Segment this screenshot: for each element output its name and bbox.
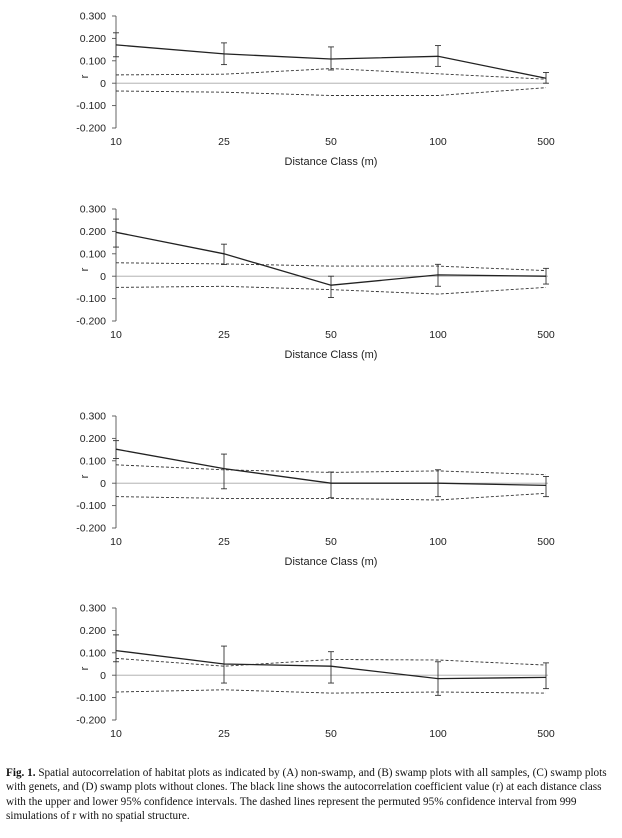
panel-1-r-line — [115, 44, 547, 79]
panel-3-y-axis-label: r — [79, 474, 91, 478]
panel-4-ytick-label: 0 — [100, 670, 106, 682]
panel-2-ytick-label: 0.200 — [80, 226, 106, 238]
panel-4-ytick-label: -0.100 — [76, 692, 106, 704]
panel-3-xtick-label: 500 — [537, 536, 555, 548]
panel-4-xtick-label: 100 — [429, 728, 447, 740]
panel-4-ytick-label: 0.100 — [80, 647, 106, 659]
panel-2-xtick-label: 50 — [325, 329, 337, 341]
panel-3-ytick-label: -0.200 — [76, 523, 106, 535]
panel-4-r-line — [115, 649, 547, 680]
panel-3-ytick-label: 0.100 — [80, 455, 106, 467]
panel-2-upper-envelope-line — [115, 262, 547, 272]
panel-4-ytick-label: 0.300 — [80, 603, 106, 615]
panel-1-xtick-label: 10 — [110, 136, 122, 148]
panel-2-xtick-label: 500 — [537, 329, 555, 341]
panel-1-y-axis-label: r — [79, 74, 91, 78]
panel-2-r-line — [115, 231, 547, 286]
panel-3-lower-envelope-line — [115, 492, 547, 501]
panel-2-ytick-label: 0.300 — [80, 204, 106, 216]
panel-2-x-axis-label: Distance Class (m) — [285, 349, 378, 361]
panel-3-ytick-label: 0 — [100, 478, 106, 490]
panel-4-xtick-label: 50 — [325, 728, 337, 740]
panel-4-y-axis-label: r — [79, 666, 91, 670]
panel-1-ytick-label: -0.100 — [76, 100, 106, 112]
panel-2-xtick-label: 25 — [218, 329, 230, 341]
panel-3-ytick-label: 0.300 — [80, 411, 106, 423]
panel-1-xtick-label: 500 — [537, 136, 555, 148]
panel-4-xtick-label: 25 — [218, 728, 230, 740]
caption-label: Fig. 1. — [6, 767, 36, 779]
panel-2-xtick-label: 100 — [429, 329, 447, 341]
panel-1-xtick-label: 25 — [218, 136, 230, 148]
panel-3-r-line — [115, 448, 547, 487]
figure-caption: Fig. 1. Spatial autocorrelation of habit… — [6, 766, 616, 824]
panel-4-xtick-label: 500 — [537, 728, 555, 740]
panel-1-ytick-label: 0 — [100, 78, 106, 90]
panel-4-lower-envelope-line — [115, 689, 547, 694]
panel-4-ytick-label: -0.200 — [76, 715, 106, 727]
panel-2-xtick-label: 10 — [110, 329, 122, 341]
panel-2-y-axis-label: r — [79, 267, 91, 271]
panel-1-xtick-label: 100 — [429, 136, 447, 148]
caption-text: Spatial autocorrelation of habitat plots… — [6, 767, 607, 823]
panel-1-ytick-label: 0.300 — [80, 11, 106, 23]
panel-4-xtick-label: 10 — [110, 728, 122, 740]
panel-1-lower-envelope-line — [115, 87, 547, 96]
panel-2-ytick-label: 0.100 — [80, 248, 106, 260]
panel-2-ytick-label: -0.200 — [76, 316, 106, 328]
panel-1-x-axis-label: Distance Class (m) — [285, 156, 378, 168]
panel-1-ytick-label: -0.200 — [76, 123, 106, 135]
panel-3-xtick-label: 25 — [218, 536, 230, 548]
panel-3-ytick-label: 0.200 — [80, 433, 106, 445]
panel-3-ytick-label: -0.100 — [76, 500, 106, 512]
panel-3-x-axis-label: Distance Class (m) — [285, 556, 378, 568]
panel-1-ytick-label: 0.100 — [80, 55, 106, 67]
panel-1-xtick-label: 50 — [325, 136, 337, 148]
panel-2-ytick-label: -0.100 — [76, 293, 106, 305]
panel-3-xtick-label: 10 — [110, 536, 122, 548]
panel-3-xtick-label: 100 — [429, 536, 447, 548]
panel-4-ytick-label: 0.200 — [80, 625, 106, 637]
panel-3-xtick-label: 50 — [325, 536, 337, 548]
panel-1-ytick-label: 0.200 — [80, 33, 106, 45]
panel-2-ytick-label: 0 — [100, 271, 106, 283]
